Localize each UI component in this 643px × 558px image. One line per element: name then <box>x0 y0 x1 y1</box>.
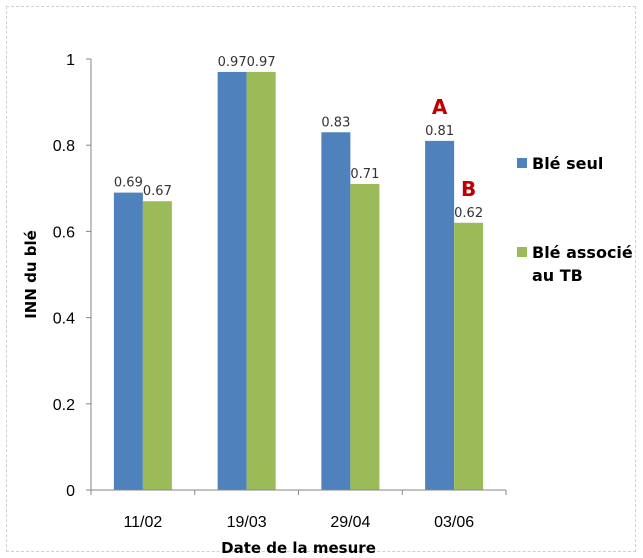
bar-series-1-03-06 <box>425 140 455 490</box>
data-label: 0.97 <box>247 55 276 70</box>
x-tick-label: 03/06 <box>434 514 474 531</box>
bar-series-2-03-06 <box>454 222 484 490</box>
y-tick-label: 0.2 <box>53 397 75 414</box>
legend-label-1: Blé seul <box>532 154 603 173</box>
data-label: 0.69 <box>114 176 143 191</box>
bar-series-2-29-04 <box>350 183 380 491</box>
y-ticks-layer: 0 0.2 0.4 0.6 0.8 1 <box>53 52 91 500</box>
legend-swatch-2 <box>517 247 527 257</box>
bar-series-1-11-02 <box>113 192 143 491</box>
bar-series-1-29-04 <box>321 132 351 490</box>
bars-layer <box>113 71 484 491</box>
bar-series-2-19-03 <box>246 71 276 491</box>
data-label: 0.83 <box>321 115 350 130</box>
bar-series-2-11-02 <box>142 201 172 491</box>
legend-swatch-1 <box>517 158 527 168</box>
data-label: 0.67 <box>143 184 172 199</box>
x-tick-label: 19/03 <box>227 514 267 531</box>
annotation-a: A <box>432 95 448 119</box>
chart-frame <box>6 6 636 552</box>
y-axis-title: INN du blé <box>22 230 40 319</box>
data-label: 0.97 <box>218 55 247 70</box>
data-label: 0.81 <box>425 124 454 139</box>
legend: Blé seul Blé associé au TB <box>517 154 633 285</box>
legend-label-2: Blé associé <box>532 243 633 262</box>
y-tick-label: 0.4 <box>53 311 75 328</box>
annotation-b: B <box>461 177 476 201</box>
x-axis-title: Date de la mesure <box>221 539 376 557</box>
legend-label-2: au TB <box>532 266 583 285</box>
annotations-layer: AB <box>432 95 476 201</box>
x-tick-label: 29/04 <box>330 514 370 531</box>
data-labels-layer: 0.69 0.97 0.83 0.81 0.67 0.97 0.71 0.62 <box>114 55 483 221</box>
y-tick-label: 0.8 <box>53 138 75 155</box>
bar-series-1-19-03 <box>217 71 247 491</box>
x-ticks-layer: 11/02 19/03 29/04 03/06 <box>90 490 507 531</box>
x-tick-label: 11/02 <box>123 514 162 531</box>
data-label: 0.62 <box>454 206 483 221</box>
data-label: 0.71 <box>350 167 379 182</box>
y-tick-label: 0 <box>66 483 75 500</box>
y-tick-label: 1 <box>66 52 75 69</box>
y-tick-label: 0.6 <box>53 224 75 241</box>
